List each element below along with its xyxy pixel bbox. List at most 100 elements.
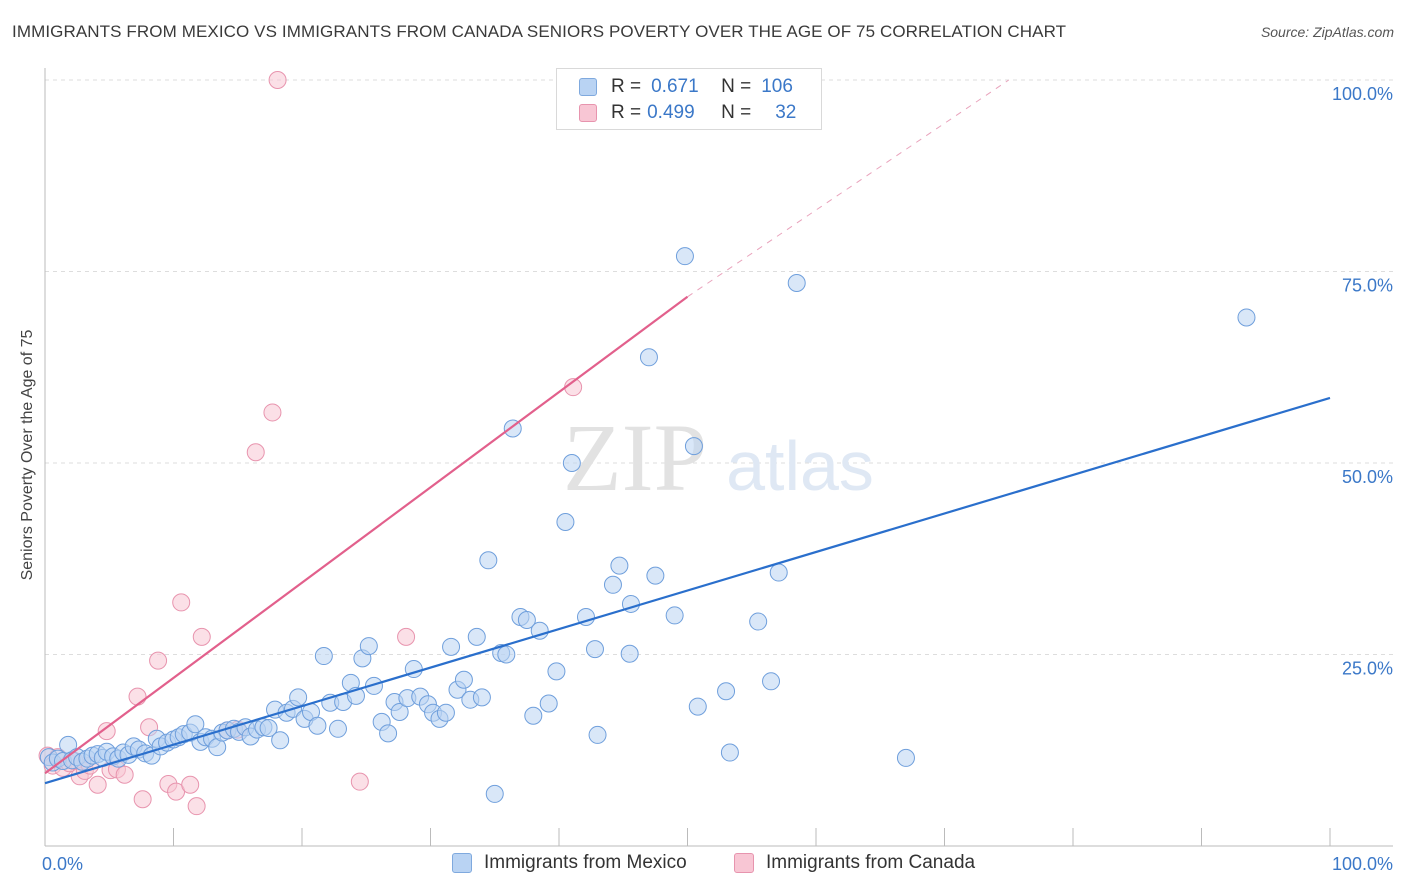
series-legend: Immigrants from Mexico Immigrants from C…: [0, 852, 1406, 878]
data-point-canada: [149, 651, 168, 670]
data-point-mexico: [472, 688, 491, 707]
trendline-mexico: [44, 396, 1331, 785]
data-point-mexico: [328, 719, 347, 738]
data-point-canada: [397, 627, 416, 646]
data-point-canada: [192, 627, 211, 646]
data-point-mexico: [675, 247, 694, 266]
trendline-canada: [44, 295, 689, 775]
data-point-mexico: [588, 725, 607, 744]
data-point-mexico: [442, 637, 461, 656]
legend-label-canada: Immigrants from Canada: [766, 852, 976, 873]
watermark-atlas: atlas: [726, 427, 874, 505]
data-point-mexico: [620, 644, 639, 663]
data-point-canada: [268, 71, 287, 89]
data-point-mexico: [762, 672, 781, 691]
data-point-mexico: [749, 612, 768, 631]
trendline-canada-extension: [687, 79, 1010, 298]
data-point-mexico: [271, 731, 290, 750]
legend-label-mexico: Immigrants from Mexico: [484, 852, 687, 873]
data-point-canada: [187, 797, 206, 816]
data-point-canada: [350, 772, 369, 791]
legend-row-canada: R = 0.499 N = 32: [579, 101, 796, 125]
data-point-canada: [263, 403, 282, 422]
data-point-mexico: [359, 637, 378, 656]
trendlines: [44, 79, 1331, 785]
x-tick-label: 100.0%: [1332, 854, 1393, 874]
data-point-mexico: [539, 694, 558, 713]
data-point-mexico: [186, 715, 205, 734]
data-point-mexico: [684, 437, 703, 456]
y-tick-label: 75.0%: [1342, 276, 1393, 296]
tick-labels: 25.0% 50.0% 75.0% 100.0% 0.0% 100.0%: [42, 84, 1393, 874]
legend-r-label: R =: [611, 76, 642, 97]
y-tick-label: 50.0%: [1342, 467, 1393, 487]
data-point-mexico: [314, 647, 333, 666]
data-point-canada: [246, 443, 265, 462]
legend-swatch-mexico: [452, 853, 472, 873]
source-credit: Source: ZipAtlas.com: [1260, 24, 1394, 40]
data-point-mexico: [787, 273, 806, 292]
data-point-mexico: [364, 676, 383, 695]
watermark: ZIP atlas: [563, 404, 874, 511]
data-point-canada: [115, 765, 134, 784]
data-point-canada: [172, 593, 191, 612]
data-point-mexico: [479, 551, 498, 570]
legend-n-label: N =: [721, 76, 752, 97]
legend-item-mexico: Immigrants from Mexico: [452, 852, 687, 874]
data-point-canada: [88, 775, 107, 794]
legend-row-mexico: R = 0.671 N = 106: [579, 75, 793, 99]
data-point-mexico: [769, 563, 788, 582]
data-point-mexico: [467, 627, 486, 646]
data-point-mexico: [556, 512, 575, 531]
legend-r-value-mexico: 0.671: [651, 76, 699, 97]
x-tick-label: 0.0%: [42, 854, 83, 874]
axes: [44, 68, 1393, 847]
data-point-mexico: [547, 662, 566, 681]
data-point-mexico: [896, 748, 915, 767]
series-mexico-points: [39, 247, 1256, 803]
legend-item-canada: Immigrants from Canada: [734, 852, 975, 874]
gridlines: [45, 79, 1393, 655]
data-point-mexico: [720, 743, 739, 762]
watermark-zip: ZIP: [563, 404, 707, 511]
data-point-mexico: [688, 697, 707, 716]
data-point-mexico: [454, 670, 473, 689]
data-point-mexico: [603, 575, 622, 594]
data-point-mexico: [517, 611, 536, 630]
legend-swatch-canada: [579, 104, 597, 122]
data-point-mexico: [379, 724, 398, 743]
data-point-mexico: [610, 556, 629, 575]
data-point-mexico: [308, 716, 327, 735]
data-point-mexico: [524, 706, 543, 725]
chart-title: IMMIGRANTS FROM MEXICO VS IMMIGRANTS FRO…: [12, 22, 1067, 41]
y-tick-label: 100.0%: [1332, 84, 1393, 104]
data-point-mexico: [717, 682, 736, 701]
legend-n-value-mexico: 106: [761, 76, 793, 97]
correlation-legend: R = 0.671 N = 106 R = 0.499 N = 32: [556, 68, 822, 130]
data-point-mexico: [390, 702, 409, 721]
data-point-mexico: [485, 784, 504, 803]
data-point-canada: [181, 775, 200, 794]
data-point-canada: [97, 722, 116, 741]
legend-r-value-canada: 0.499: [647, 102, 695, 123]
data-point-mexico: [289, 688, 308, 707]
data-point-mexico: [436, 703, 455, 722]
legend-swatch-mexico: [579, 78, 597, 96]
legend-n-value-canada: 32: [775, 102, 797, 123]
legend-swatch-canada: [734, 853, 754, 873]
data-point-mexico: [585, 640, 604, 659]
data-point-mexico: [639, 348, 658, 367]
y-tick-label: 25.0%: [1342, 659, 1393, 679]
legend-r-label: R =: [611, 102, 642, 123]
y-axis-label: Seniors Poverty Over the Age of 75: [19, 329, 36, 581]
data-point-mexico: [646, 566, 665, 585]
data-point-mexico: [562, 454, 581, 472]
data-point-canada: [133, 790, 152, 809]
data-point-mexico: [665, 606, 684, 625]
data-point-mexico: [497, 645, 516, 664]
data-point-mexico: [1237, 308, 1256, 327]
data-point-mexico: [259, 719, 278, 738]
data-point-canada: [128, 687, 147, 706]
legend-n-label: N =: [721, 102, 752, 123]
